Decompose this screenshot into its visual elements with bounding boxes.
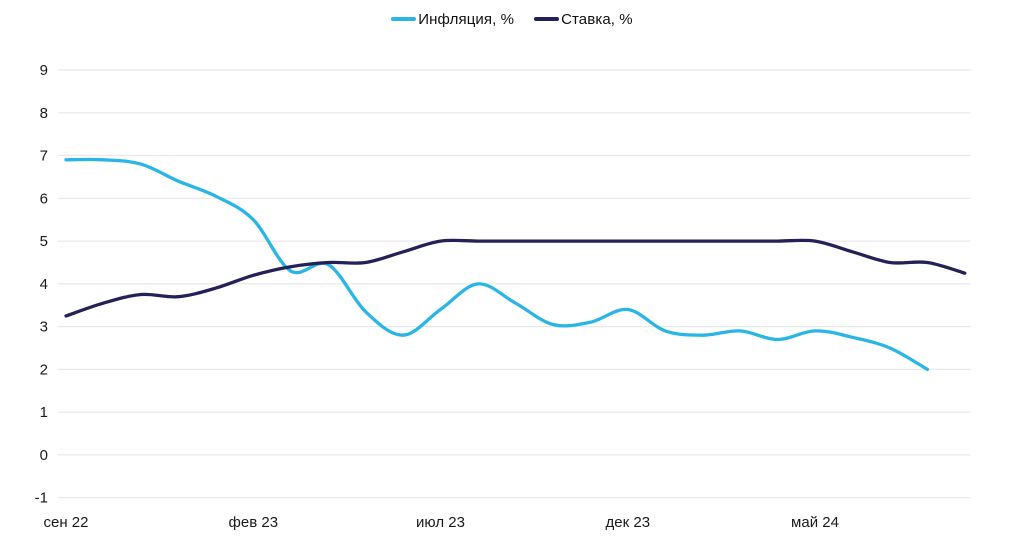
x-axis-label: июл 23 [416, 514, 465, 531]
series-line-0 [64, 157, 930, 372]
x-axis-label: сен 22 [44, 514, 89, 531]
series-line-1 [64, 238, 967, 318]
y-axis-label: 3 [40, 319, 48, 336]
legend-item-rate: Ставка, % [534, 11, 633, 28]
x-axis-label: дек 23 [606, 514, 651, 531]
x-axis-label: май 24 [791, 514, 839, 531]
y-axis-label: 0 [40, 447, 48, 464]
x-axis-label: фев 23 [229, 514, 279, 531]
legend-label-inflation: Инфляция, % [418, 10, 515, 28]
y-axis-label: 7 [40, 148, 48, 165]
inflation-line-swatch [391, 17, 417, 21]
y-axis-label: 2 [40, 361, 48, 378]
y-axis-label: 4 [40, 276, 48, 293]
rate-line-swatch [534, 17, 560, 21]
y-axis-label: -1 [35, 490, 48, 507]
y-axis-label: 1 [40, 404, 48, 421]
chart-legend: Инфляция, % Ставка, % [0, 9, 1024, 29]
y-axis-label: 9 [40, 62, 48, 79]
y-axis-label: 8 [40, 105, 48, 122]
legend-label-rate: Ставка, % [561, 10, 633, 28]
legend-item-inflation: Инфляция, % [391, 11, 514, 28]
y-axis-label: 5 [40, 233, 48, 250]
y-axis-label: 6 [40, 190, 48, 207]
